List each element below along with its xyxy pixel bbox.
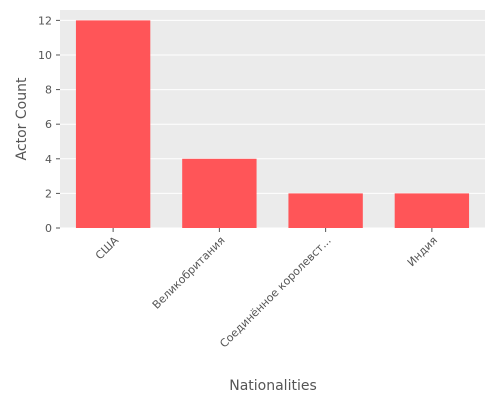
x-tick-label: Великобритания [150, 234, 228, 312]
x-tick-label: США [93, 234, 122, 263]
bar [288, 193, 363, 228]
bars [75, 20, 470, 229]
y-tick-label: 2 [45, 187, 52, 200]
x-tick-label: Индия [405, 234, 440, 269]
y-tick-label: 6 [45, 118, 52, 131]
y-tick-label: 0 [45, 222, 52, 235]
bar [182, 158, 257, 228]
y-tick-label: 10 [38, 49, 52, 62]
bar [394, 193, 470, 228]
x-axis-title: Nationalities [229, 378, 317, 394]
x-tick-label: Соединённое королевст... [217, 234, 333, 350]
y-axis-title: Actor Count [14, 77, 30, 160]
y-tick-label: 12 [38, 14, 52, 27]
y-tick-label: 4 [45, 153, 52, 166]
y-tick-label: 8 [45, 84, 52, 97]
bar [75, 20, 151, 229]
y-axis-ticks: 0 2 4 6 8 10 12 [38, 14, 60, 235]
